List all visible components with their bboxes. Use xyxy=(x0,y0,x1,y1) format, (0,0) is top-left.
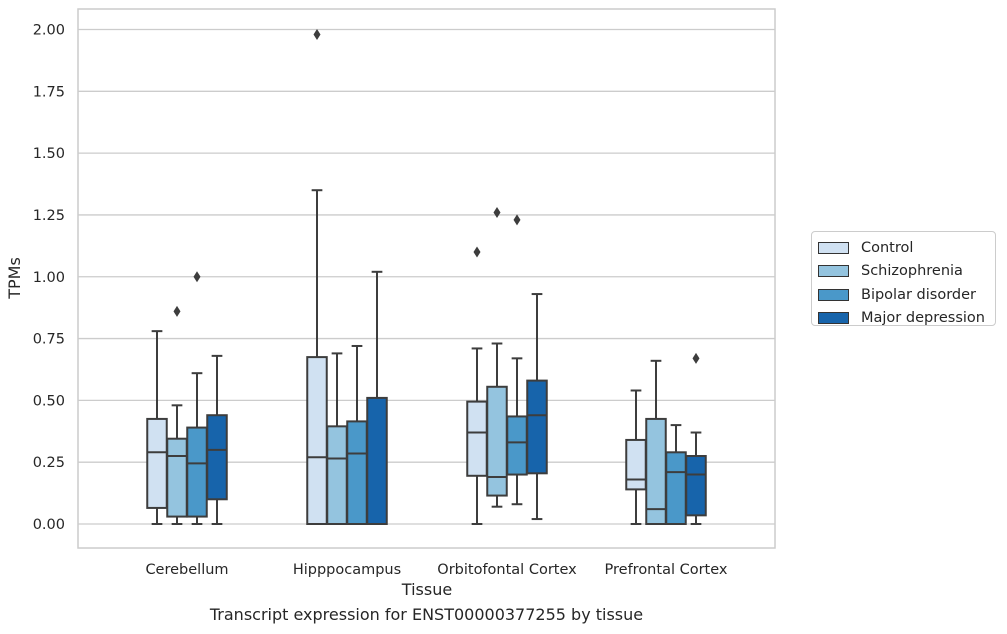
y-tick-label: 0.50 xyxy=(33,393,65,409)
box-major-depression xyxy=(526,293,548,521)
box-iqr xyxy=(306,356,328,526)
outlier-point xyxy=(473,246,481,258)
box-iqr xyxy=(186,426,208,518)
y-tick-label: 0.25 xyxy=(33,455,65,471)
legend-item: Control xyxy=(818,236,995,260)
legend-swatch xyxy=(818,312,849,325)
box-control xyxy=(625,389,647,525)
x-axis-ticks: Cerebellum Hipppocampus Orbitofontal Corte… xyxy=(145,562,727,578)
y-tick-label: 1.00 xyxy=(33,270,65,286)
outlier-point xyxy=(493,206,501,218)
box-iqr xyxy=(466,400,488,477)
box-bipolar-disorder xyxy=(186,271,208,525)
box-iqr xyxy=(346,420,368,525)
box-bipolar-disorder xyxy=(346,344,368,525)
box-iqr xyxy=(366,396,388,525)
legend-label: Control xyxy=(861,239,914,256)
box-major-depression xyxy=(206,354,228,525)
y-tick-label: 1.75 xyxy=(33,84,65,100)
box-iqr xyxy=(326,425,348,525)
plot-frame xyxy=(77,8,776,549)
x-tick-label: Hipppocampus xyxy=(293,562,401,578)
outlier-point xyxy=(692,352,700,364)
legend-label: Schizophrenia xyxy=(861,263,963,280)
y-axis-label: TPMs xyxy=(5,257,24,300)
y-tick-label: 1.25 xyxy=(33,208,65,224)
box-bipolar-disorder xyxy=(665,424,687,525)
legend-swatch xyxy=(818,241,849,254)
outlier-point xyxy=(193,271,201,283)
y-tick-label: 0.75 xyxy=(33,332,65,348)
legend-item: Bipolar disorder xyxy=(818,283,995,307)
outlier-point xyxy=(513,214,521,226)
box-major-depression xyxy=(685,352,707,525)
box-control xyxy=(466,246,488,525)
y-axis-ticks: 0.00 0.25 0.50 0.75 1.00 1.25 1.50 1.75 2.00 xyxy=(33,23,65,534)
box-iqr xyxy=(526,379,548,475)
legend-swatch xyxy=(818,265,849,278)
outlier-point xyxy=(313,28,321,40)
plot-area xyxy=(146,28,707,526)
y-tick-label: 2.00 xyxy=(33,23,65,39)
box-iqr xyxy=(625,438,647,491)
box-schizophrenia xyxy=(645,359,667,526)
x-tick-label: Prefrontal Cortex xyxy=(605,562,728,578)
box-iqr xyxy=(685,455,707,517)
y-tick-label: 1.50 xyxy=(33,146,65,162)
box-iqr xyxy=(486,385,508,497)
box-iqr xyxy=(506,415,528,476)
legend-label: Bipolar disorder xyxy=(861,286,976,303)
x-axis-label: Tissue xyxy=(401,580,452,599)
box-iqr xyxy=(665,451,687,525)
y-tick-label: 0.00 xyxy=(33,517,65,533)
box-major-depression xyxy=(366,270,388,525)
legend-item: Major depression xyxy=(818,307,995,331)
x-tick-label: Cerebellum xyxy=(145,562,228,578)
box-control xyxy=(306,28,328,526)
box-iqr xyxy=(146,417,168,509)
legend-swatch xyxy=(818,288,849,301)
box-schizophrenia xyxy=(486,206,508,508)
outlier-point xyxy=(173,305,181,317)
x-tick-label: Orbitofontal Cortex xyxy=(437,562,577,578)
box-iqr xyxy=(206,414,228,501)
box-control xyxy=(146,330,168,525)
box-bipolar-disorder xyxy=(506,214,528,506)
box-schizophrenia xyxy=(326,352,348,525)
legend-label: Major depression xyxy=(861,310,985,327)
legend-item: Schizophrenia xyxy=(818,260,995,284)
legend: Control Schizophrenia Bipolar disorder Majo… xyxy=(811,231,996,326)
chart-caption: Transcript expression for ENST0000037725… xyxy=(209,605,644,624)
box-iqr xyxy=(166,437,188,518)
